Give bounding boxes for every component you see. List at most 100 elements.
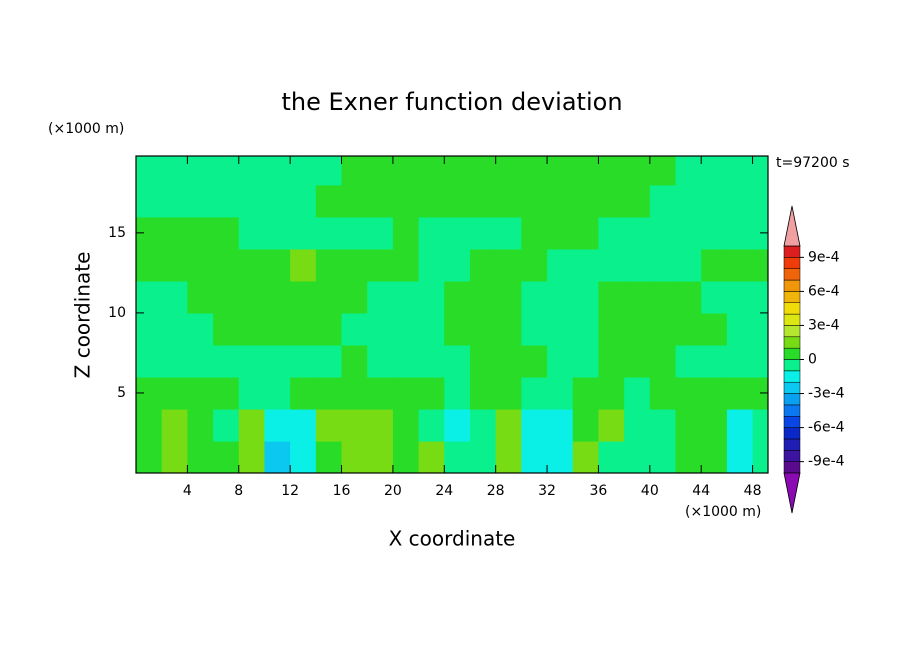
x-tick-label: 20 [384,483,402,499]
contour-cell [624,280,651,314]
contour-cell [547,280,574,314]
contour-cell [187,376,214,410]
contour-cell [624,184,651,218]
contour-cell [701,156,728,186]
contour-cell [547,344,574,378]
contour-cell [675,312,702,346]
contour-cell [161,184,188,218]
contour-cell [521,248,548,282]
contour-cell [290,408,317,442]
contour-cell [367,216,394,250]
colorbar-box [783,416,801,428]
contour-cell [675,156,702,186]
contour-cell [701,408,728,442]
contour-cell [726,312,754,346]
colorbar-box [783,268,801,281]
contour-cell [547,216,574,250]
contour-cell [521,184,548,218]
contour-cell [547,440,574,473]
contour-cell [444,248,471,282]
contour-cell [444,344,471,378]
colorbar-box [783,370,801,383]
contour-cell [521,280,548,314]
contour-cell [521,408,548,442]
contour-cell [315,440,343,473]
contour-cell [572,440,600,473]
contour-cell [392,312,420,346]
contour-cell [290,376,317,410]
contour-cell [238,344,266,378]
contour-cell [547,248,574,282]
contour-cell [367,248,394,282]
chart-title: the Exner function deviation [281,88,622,116]
contour-cell [136,280,163,314]
contour-cell [495,376,522,410]
contour-cell [598,248,625,282]
contour-cell [649,344,677,378]
contour-cell [315,344,343,378]
contour-cell [495,216,522,250]
contour-cell [392,440,420,473]
contour-cell [367,408,394,442]
plot-frame [135,155,769,474]
contour-cell [675,216,702,250]
contour-cell [187,408,214,442]
contour-cell [367,156,394,186]
contour-cell [418,344,445,378]
contour-cell [136,440,163,473]
contour-cell [238,280,266,314]
contour-cell [341,408,368,442]
contour-cell [290,344,317,378]
contour-cell [701,248,728,282]
contour-cell [752,408,768,442]
contour-cell [290,440,317,473]
contour-cell [624,344,651,378]
contour-cell [675,440,702,473]
contour-cell [598,440,625,473]
x-tick-label: 36 [590,483,608,499]
contour-cell [341,312,368,346]
contour-cell [187,312,214,346]
contour-cell [418,280,445,314]
contour-cell [469,312,497,346]
contour-cell [444,312,471,346]
contour-cell [418,216,445,250]
contour-cell [238,440,266,473]
contour-cell [264,312,291,346]
colorbar-extend-high [783,205,801,247]
contour-cell [264,344,291,378]
contour-cell [341,248,368,282]
contour-cell [367,440,394,473]
contour-cell [161,216,188,250]
contour-cell [572,248,600,282]
contour-cell [726,216,754,250]
contour-cell [238,184,266,218]
time-label: t=97200 s [776,155,850,171]
contour-cell [701,376,728,410]
contour-cell [752,280,768,314]
contour-cell [598,216,625,250]
contour-cell [213,280,240,314]
contour-cell [469,216,497,250]
y-unit: (×1000 m) [48,121,124,137]
contour-cell [341,184,368,218]
contour-cell [521,312,548,346]
contour-cell [238,248,266,282]
contour-cell [598,156,625,186]
contour-cell [187,216,214,250]
colorbar-box [783,438,801,451]
contour-cell [649,280,677,314]
contour-cell [264,216,291,250]
contour-cell [341,156,368,186]
contour-cell [469,280,497,314]
contour-cell [701,216,728,250]
contour-cell [187,156,214,186]
contour-cell [572,216,600,250]
colorbar-box [783,404,801,417]
contour-cell [495,440,522,473]
colorbar-tick-label: 0 [808,352,817,368]
contour-cell [649,376,677,410]
contour-cell [624,216,651,250]
contour-cell [547,408,574,442]
contour-cell [675,408,702,442]
